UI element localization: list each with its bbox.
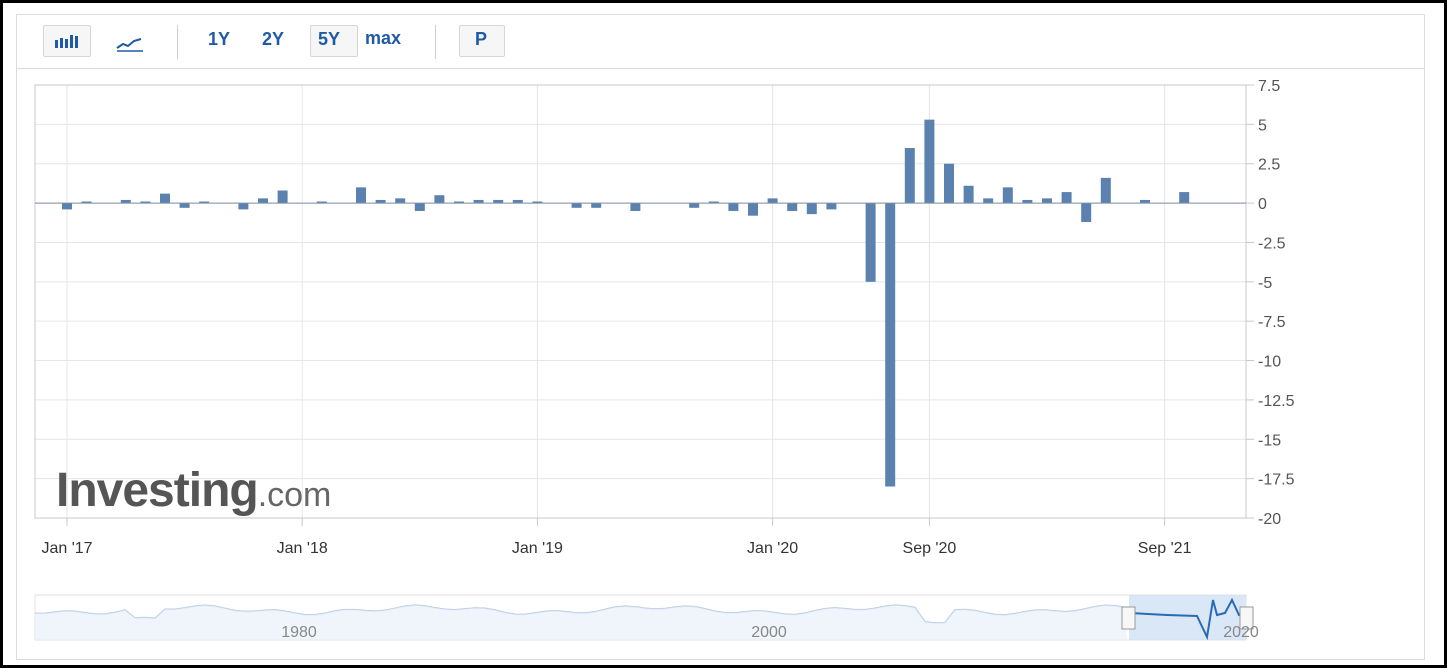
bar-aug-17 xyxy=(199,201,210,204)
x-tick-label-2: Jan '19 xyxy=(512,540,563,557)
y-tick-label-6: -7.5 xyxy=(1258,314,1286,331)
bar-apr-17 xyxy=(120,199,131,204)
navigator-left-handle[interactable] xyxy=(1121,606,1136,630)
bar-feb-18 xyxy=(316,201,327,204)
y-tick-label-11: -20 xyxy=(1258,511,1281,528)
bar-oct-19 xyxy=(708,201,719,204)
bar-jul-17 xyxy=(179,203,190,208)
y-tick-label-1: 5 xyxy=(1258,117,1267,134)
bar-sep-18 xyxy=(454,201,464,204)
line-chart-icon xyxy=(116,38,143,52)
y-tick-label-3: 0 xyxy=(1258,196,1267,213)
navigator-label-1: 2000 xyxy=(751,624,787,641)
bar-jul-18 xyxy=(414,203,425,211)
bar-aug-18 xyxy=(434,195,445,204)
bar-dec-18 xyxy=(512,199,523,204)
bar-chart: 7.5 5 2.5 0 -2.5 -5 -7.5 -10 -12.5 -15 -17.5 -20 Ja… xyxy=(34,78,1295,641)
plot-area-border xyxy=(34,84,1247,519)
navigator-selected-line xyxy=(1128,597,1247,641)
bar-apr-20 xyxy=(826,203,837,210)
bar-sep-20 xyxy=(924,119,935,204)
x-tick-label-1: Jan '18 xyxy=(277,540,328,557)
bar-jun-17 xyxy=(160,193,170,204)
bar-sep-19 xyxy=(689,203,700,208)
range-2y-button[interactable]: 2Y xyxy=(262,29,285,49)
x-tick-label-5: Sep '21 xyxy=(1138,540,1192,557)
bar-oct-17 xyxy=(238,203,249,210)
investing-watermark: Investing.com xyxy=(56,463,331,518)
y-tick-label-0: 7.5 xyxy=(1258,78,1280,95)
y-tick-label-9: -15 xyxy=(1258,432,1281,449)
line-chart-type-button[interactable] xyxy=(109,27,153,57)
range-1y-button[interactable]: 1Y xyxy=(208,29,231,49)
bar-chart-type-button[interactable] xyxy=(43,25,91,57)
bar-mar-20 xyxy=(806,203,817,215)
bar-chart-icon xyxy=(55,35,78,48)
navigator-area xyxy=(35,605,1127,640)
bar-aug-21 xyxy=(1140,199,1150,204)
toolbar-divider-2 xyxy=(435,25,436,59)
bar-nov-17 xyxy=(258,198,268,204)
navigator-selection[interactable] xyxy=(1129,595,1246,640)
y-tick-label-4: -2.5 xyxy=(1258,235,1286,252)
watermark-brand: Investing xyxy=(56,464,259,517)
bar-dec-20 xyxy=(983,198,994,204)
p-button-label: P xyxy=(475,29,488,49)
bar-mar-21 xyxy=(1042,198,1052,204)
bar-oct-20 xyxy=(944,163,954,204)
bar-jan-21 xyxy=(1002,187,1013,204)
navigator-label-0: 1980 xyxy=(281,624,317,641)
chart-panel: 1Y 2Y 5Y max P 7.5 5 2.5 0 -2.5 -5 -7.5 -10 -12.… xyxy=(16,14,1425,660)
range-max-button[interactable]: max xyxy=(365,28,402,48)
bar-jun-18 xyxy=(395,198,406,204)
p-button[interactable] xyxy=(459,25,505,57)
bar-apr-19 xyxy=(591,203,602,208)
bar-aug-20 xyxy=(904,147,915,204)
grid-layer xyxy=(35,84,1246,519)
navigator-right-handle[interactable] xyxy=(1239,606,1254,630)
y-tick-label-10: -17.5 xyxy=(1258,472,1295,489)
bar-mar-19 xyxy=(571,203,582,208)
y-axis-ticks: 7.5 5 2.5 0 -2.5 -5 -7.5 -10 -12.5 -15 -17.5 -20 xyxy=(1246,78,1295,528)
x-tick-label-4: Sep '20 xyxy=(903,540,957,557)
bar-feb-17 xyxy=(81,201,92,204)
bar-nov-19 xyxy=(728,203,739,211)
range-5y-button[interactable]: 5Y xyxy=(318,29,341,49)
x-tick-label-3: Jan '20 xyxy=(747,540,798,557)
watermark-suffix: .com xyxy=(257,476,332,514)
bar-oct-21 xyxy=(1179,192,1190,204)
bar-dec-19 xyxy=(748,203,758,216)
bar-feb-20 xyxy=(787,203,798,211)
bar-jan-17 xyxy=(62,203,72,210)
y-tick-label-7: -10 xyxy=(1258,354,1281,371)
bars-layer xyxy=(35,119,1246,487)
navigator-label-2: 2020 xyxy=(1223,624,1259,641)
bar-apr-18 xyxy=(356,187,366,204)
range-5y-button-bg[interactable] xyxy=(310,25,358,57)
bar-jan-19 xyxy=(532,201,543,204)
y-tick-label-8: -12.5 xyxy=(1258,393,1295,410)
y-tick-label-2: 2.5 xyxy=(1258,157,1280,174)
bar-jun-19 xyxy=(630,203,641,211)
x-tick-label-0: Jan '17 xyxy=(41,540,92,557)
bar-may-21 xyxy=(1081,203,1092,222)
chart-toolbar: 1Y 2Y 5Y max P xyxy=(17,15,1424,69)
bar-jan-20 xyxy=(767,198,778,204)
bar-jun-21 xyxy=(1100,177,1111,204)
bar-may-17 xyxy=(140,201,151,204)
bar-jun-20 xyxy=(865,203,876,282)
x-axis-ticks: Jan '17 Jan '18 Jan '19 Jan '20 Sep '20 Sep '… xyxy=(41,518,1192,557)
bar-feb-21 xyxy=(1022,199,1033,204)
y-tick-label-5: -5 xyxy=(1258,275,1272,292)
bar-nov-18 xyxy=(493,199,504,204)
bar-jul-20 xyxy=(885,203,896,487)
bar-dec-17 xyxy=(277,190,288,204)
bar-oct-18 xyxy=(473,199,484,204)
bar-nov-20 xyxy=(963,185,974,204)
navigator: 1980 2000 2020 xyxy=(34,594,1259,641)
bar-may-18 xyxy=(375,199,386,204)
bar-apr-21 xyxy=(1061,192,1072,204)
toolbar-divider xyxy=(177,25,178,59)
